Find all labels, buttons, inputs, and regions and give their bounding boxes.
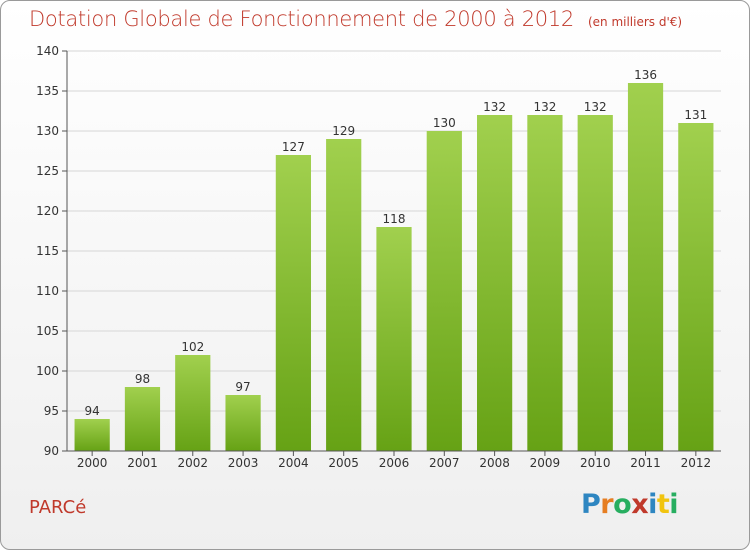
y-tick-label: 120	[36, 204, 59, 218]
bar-value-label: 94	[85, 404, 100, 418]
y-tick-label: 100	[36, 364, 59, 378]
x-tick-label: 2010	[580, 456, 611, 470]
bar-value-label: 98	[135, 372, 150, 386]
y-tick-label: 90	[44, 444, 59, 458]
bar-2004	[275, 155, 311, 451]
bar-2010	[577, 115, 613, 451]
bar-2001	[124, 387, 161, 451]
commune-name: PARCé	[29, 497, 87, 518]
x-tick-label: 2001	[127, 456, 158, 470]
bars	[74, 83, 714, 451]
y-tick-label: 140	[36, 44, 59, 58]
proxiti-logo: Proxiti	[581, 489, 679, 520]
y-tick-label: 110	[36, 284, 59, 298]
bar-2007	[426, 131, 462, 451]
x-tick-label: 2004	[278, 456, 309, 470]
x-tick-label: 2012	[681, 456, 712, 470]
bar-value-label: 127	[282, 140, 305, 154]
bar-2003	[225, 395, 261, 451]
x-tick-label: 2003	[228, 456, 259, 470]
bar-value-label: 130	[433, 116, 456, 130]
labels: 90 95 100 105 110 115 120 125 130 135 140 94 2000 98 2…	[36, 44, 711, 470]
x-tick-label: 2006	[379, 456, 410, 470]
y-tick-label: 125	[36, 164, 59, 178]
y-tick-label: 95	[44, 404, 59, 418]
x-tick-label: 2002	[177, 456, 208, 470]
x-tick-label: 2005	[328, 456, 359, 470]
bar-2005	[326, 139, 362, 451]
x-tick-label: 2000	[77, 456, 108, 470]
bar-2002	[175, 355, 211, 451]
axes	[62, 50, 721, 456]
bar-value-label: 136	[634, 68, 657, 82]
chart-title: Dotation Globale de Fonctionnement de 20…	[29, 7, 574, 31]
chart-title-block: Dotation Globale de Fonctionnement de 20…	[29, 7, 682, 31]
x-tick-label: 2007	[429, 456, 460, 470]
y-tick-label: 105	[36, 324, 59, 338]
bar-2012	[678, 123, 714, 451]
x-tick-label: 2008	[479, 456, 510, 470]
bar-2000	[74, 419, 110, 451]
bar-value-label: 129	[332, 124, 355, 138]
bar-value-label: 132	[584, 100, 607, 114]
chart-unit: (en milliers d'€)	[587, 15, 683, 29]
y-tick-label: 130	[36, 124, 59, 138]
bar-value-label: 132	[483, 100, 506, 114]
bar-value-label: 97	[235, 380, 250, 394]
y-tick-label: 135	[36, 84, 59, 98]
bar-2009	[527, 115, 563, 451]
bar-2008	[477, 115, 513, 451]
y-tick-label: 115	[36, 244, 59, 258]
bar-value-label: 118	[383, 212, 406, 226]
bar-value-label: 131	[684, 108, 707, 122]
bar-2006	[376, 227, 412, 451]
bar-value-label: 102	[181, 340, 204, 354]
x-tick-label: 2011	[630, 456, 661, 470]
bar-2011	[627, 83, 664, 451]
x-tick-label: 2009	[530, 456, 561, 470]
bar-value-label: 132	[533, 100, 556, 114]
